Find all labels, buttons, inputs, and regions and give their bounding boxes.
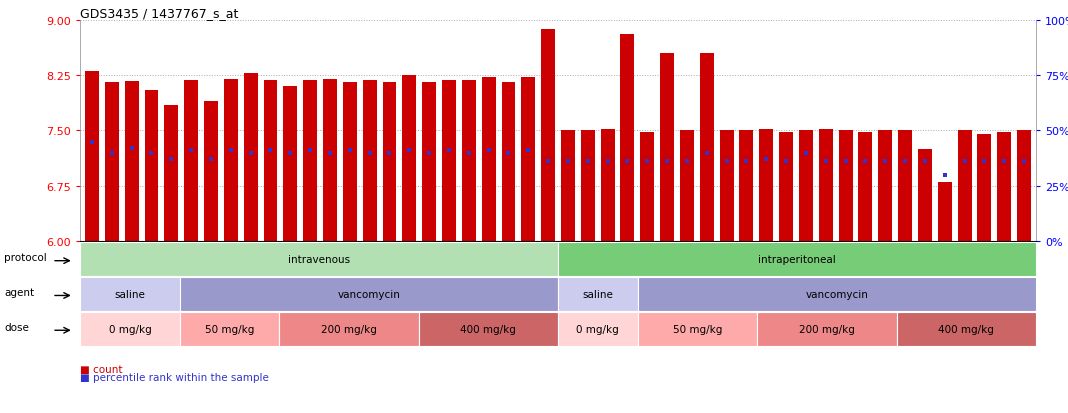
Bar (184, 81, 198, 242)
Text: intraperitoneal: intraperitoneal (758, 254, 836, 264)
Bar (561, 131, 575, 242)
Bar (700, 54, 713, 242)
Bar (125, 82, 139, 242)
Text: ■ count: ■ count (80, 364, 123, 374)
Text: 0 mg/kg: 0 mg/kg (577, 324, 619, 334)
Bar (382, 83, 396, 242)
Bar (363, 81, 377, 242)
Text: 400 mg/kg: 400 mg/kg (939, 324, 994, 334)
Bar (541, 30, 555, 242)
Bar (938, 183, 952, 242)
Bar (720, 131, 734, 242)
Bar (641, 133, 655, 242)
Bar (224, 80, 238, 242)
Text: 200 mg/kg: 200 mg/kg (799, 324, 854, 334)
Bar (204, 102, 218, 242)
Bar (521, 78, 535, 242)
Text: saline: saline (114, 289, 145, 299)
Bar (918, 150, 932, 242)
Text: intravenous: intravenous (288, 254, 350, 264)
Bar (819, 130, 833, 242)
Text: 50 mg/kg: 50 mg/kg (673, 324, 722, 334)
Bar (581, 131, 595, 242)
Bar (838, 131, 852, 242)
Bar (343, 83, 357, 242)
Text: ■ percentile rank within the sample: ■ percentile rank within the sample (80, 372, 269, 382)
Bar (144, 90, 158, 242)
Bar (621, 36, 634, 242)
Text: GDS3435 / 1437767_s_at: GDS3435 / 1437767_s_at (80, 7, 238, 19)
Bar (303, 81, 317, 242)
Bar (264, 81, 278, 242)
Bar (403, 76, 417, 242)
Text: agent: agent (4, 287, 34, 297)
Bar (323, 80, 336, 242)
Bar (759, 130, 773, 242)
Bar (958, 131, 972, 242)
Bar (482, 78, 496, 242)
Bar (461, 81, 475, 242)
Text: dose: dose (4, 322, 29, 332)
Text: 0 mg/kg: 0 mg/kg (109, 324, 152, 334)
Text: 200 mg/kg: 200 mg/kg (321, 324, 377, 334)
Bar (244, 74, 257, 242)
Text: saline: saline (582, 289, 613, 299)
Text: protocol: protocol (4, 253, 47, 263)
Bar (1017, 131, 1031, 242)
Bar (502, 83, 516, 242)
Bar (600, 130, 614, 242)
Bar (680, 131, 694, 242)
Bar (878, 131, 892, 242)
Text: vancomycin: vancomycin (337, 289, 400, 299)
Text: vancomycin: vancomycin (805, 289, 868, 299)
Bar (780, 133, 794, 242)
Bar (739, 131, 753, 242)
Bar (898, 131, 912, 242)
Bar (85, 72, 99, 242)
Bar (998, 133, 1011, 242)
Bar (105, 83, 119, 242)
Bar (442, 81, 456, 242)
Bar (977, 135, 991, 242)
Bar (799, 131, 813, 242)
Bar (164, 105, 178, 242)
Text: 50 mg/kg: 50 mg/kg (205, 324, 254, 334)
Text: 400 mg/kg: 400 mg/kg (460, 324, 516, 334)
Bar (283, 87, 297, 242)
Bar (422, 83, 436, 242)
Bar (859, 133, 873, 242)
Bar (660, 54, 674, 242)
